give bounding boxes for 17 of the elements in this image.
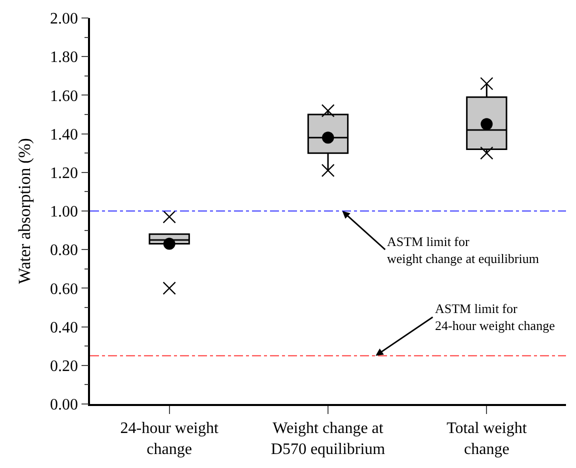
y-tick-label: 1.20 [50,165,78,182]
y-tick-label: 0.80 [50,242,78,260]
y-tick-label: 1.00 [50,204,78,221]
y-tick-label: 0.20 [50,358,78,375]
y-tick-label: 0.60 [50,280,78,298]
y-tick-label: 1.60 [50,88,78,105]
y-tick-label: 0.40 [50,319,78,336]
x-tick-label: 24-hour weight change [120,420,219,458]
y-tick-label: 2.00 [50,10,78,28]
y-tick-label: 1.40 [50,126,78,144]
ref-line-label: ASTM limit for weight change at equilibrium [387,234,539,266]
y-tick-label: 0.00 [50,396,78,414]
ref-line-label: ASTM limit for 24-hour weight change [435,301,556,333]
x-tick-label: Weight change at D570 equilibrium [270,420,386,458]
y-tick-label: 1.80 [50,49,78,66]
x-tick-label: Total weight change [446,420,528,458]
y-axis-title: Water absorption (%) [15,138,34,284]
